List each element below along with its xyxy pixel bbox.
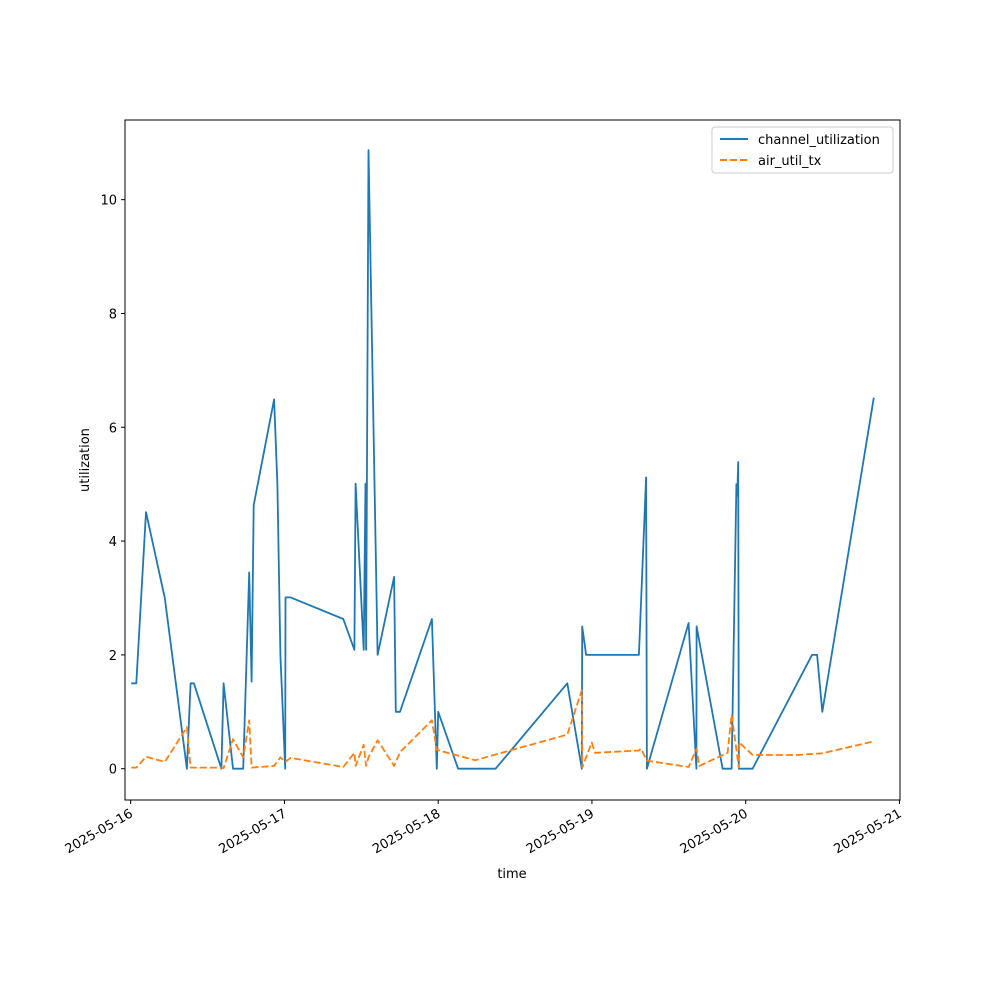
y-tick-label: 4 — [109, 535, 117, 550]
x-tick-label: 2025-05-20 — [678, 806, 751, 857]
legend-label-channel-utilization: channel_utilization — [758, 133, 880, 148]
y-axis-label: utilization — [78, 428, 93, 492]
y-tick-label: 10 — [100, 194, 117, 209]
legend-box — [711, 126, 894, 174]
y-axis-ticks: 0 2 4 6 8 10 — [100, 194, 125, 778]
x-tick-label: 2025-05-21 — [832, 806, 905, 857]
y-tick-label: 6 — [109, 421, 117, 436]
x-axis-label: time — [497, 867, 526, 882]
y-tick-label: 8 — [109, 307, 117, 322]
y-tick-label: 0 — [109, 763, 117, 778]
x-axis-ticks: 2025-05-16 2025-05-17 2025-05-18 2025-05-19… — [63, 800, 905, 857]
series-line-air-util-tx — [131, 689, 875, 769]
x-tick-label: 2025-05-16 — [63, 806, 136, 857]
legend: channel_utilization air_util_tx — [711, 126, 894, 174]
plot-frame — [124, 119, 901, 801]
x-tick-label: 2025-05-19 — [524, 806, 597, 857]
legend-label-air-util-tx: air_util_tx — [758, 154, 822, 169]
x-tick-label: 2025-05-18 — [370, 806, 443, 857]
x-tick-label: 2025-05-17 — [216, 806, 289, 857]
series-line-channel-utilization — [131, 149, 875, 770]
series-lines — [131, 149, 875, 770]
y-tick-label: 2 — [109, 649, 117, 664]
